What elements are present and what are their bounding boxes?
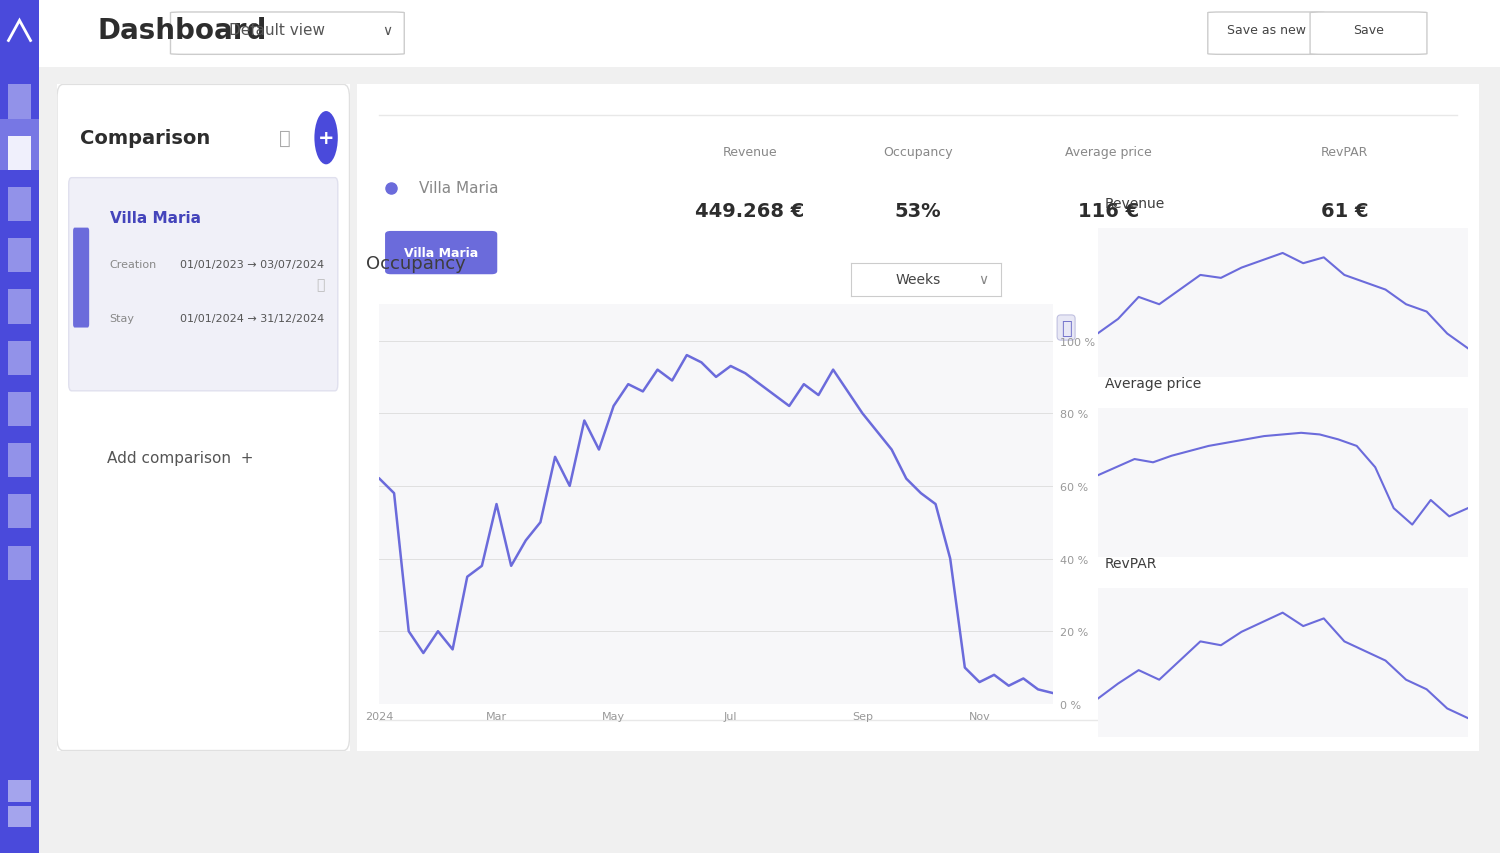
Bar — [8, 239, 32, 273]
Text: Save: Save — [1353, 24, 1384, 38]
Text: Save as new: Save as new — [1227, 24, 1305, 38]
Bar — [8, 188, 32, 222]
Bar — [8, 392, 32, 426]
Bar — [8, 546, 32, 580]
Bar — [8, 290, 32, 324]
Bar — [8, 341, 32, 375]
Text: Average price: Average price — [1065, 145, 1152, 159]
Text: RevPAR: RevPAR — [1106, 556, 1158, 570]
Text: 53%: 53% — [894, 202, 942, 221]
Text: 01/01/2023 → 03/07/2024: 01/01/2023 → 03/07/2024 — [180, 260, 324, 270]
Circle shape — [315, 112, 338, 165]
Text: ∨: ∨ — [978, 273, 988, 287]
Text: Villa Maria: Villa Maria — [404, 247, 478, 259]
Text: Default view: Default view — [230, 23, 326, 38]
Text: Occupancy: Occupancy — [884, 145, 952, 159]
Text: Dashboard: Dashboard — [98, 17, 267, 44]
Text: +: + — [318, 129, 334, 148]
Text: Weeks: Weeks — [896, 273, 940, 287]
Text: 116 €: 116 € — [1078, 202, 1140, 221]
Text: 449.268 €: 449.268 € — [694, 202, 804, 221]
Text: ∨: ∨ — [382, 24, 393, 38]
Bar — [8, 780, 32, 802]
Text: Stay: Stay — [110, 313, 135, 323]
Text: RevPAR: RevPAR — [1320, 145, 1368, 159]
Text: Occupancy: Occupancy — [366, 255, 465, 273]
FancyBboxPatch shape — [386, 232, 496, 275]
Text: 61 €: 61 € — [1320, 202, 1368, 221]
Bar — [8, 444, 32, 478]
Bar — [8, 136, 32, 171]
FancyBboxPatch shape — [1310, 13, 1426, 55]
FancyBboxPatch shape — [57, 85, 350, 751]
Text: Comparison: Comparison — [81, 129, 210, 148]
Text: Villa Maria: Villa Maria — [419, 181, 498, 196]
FancyBboxPatch shape — [69, 178, 338, 392]
Text: 🗑: 🗑 — [316, 278, 324, 292]
Text: Revenue: Revenue — [723, 145, 777, 159]
Text: ⤢: ⤢ — [1060, 319, 1071, 337]
FancyBboxPatch shape — [171, 13, 405, 55]
Text: Add comparison  +: Add comparison + — [106, 450, 254, 466]
FancyBboxPatch shape — [1208, 13, 1324, 55]
Text: Creation: Creation — [110, 260, 158, 270]
Text: Villa Maria: Villa Maria — [110, 211, 201, 226]
FancyBboxPatch shape — [74, 229, 88, 328]
Text: 01/01/2024 → 31/12/2024: 01/01/2024 → 31/12/2024 — [180, 313, 324, 323]
Text: Revenue: Revenue — [1106, 197, 1166, 211]
Bar — [8, 495, 32, 529]
Bar — [8, 806, 32, 827]
Bar — [0, 119, 39, 171]
Text: Average price: Average price — [1106, 376, 1202, 391]
Text: ⓘ: ⓘ — [279, 129, 291, 148]
Bar — [8, 85, 32, 119]
